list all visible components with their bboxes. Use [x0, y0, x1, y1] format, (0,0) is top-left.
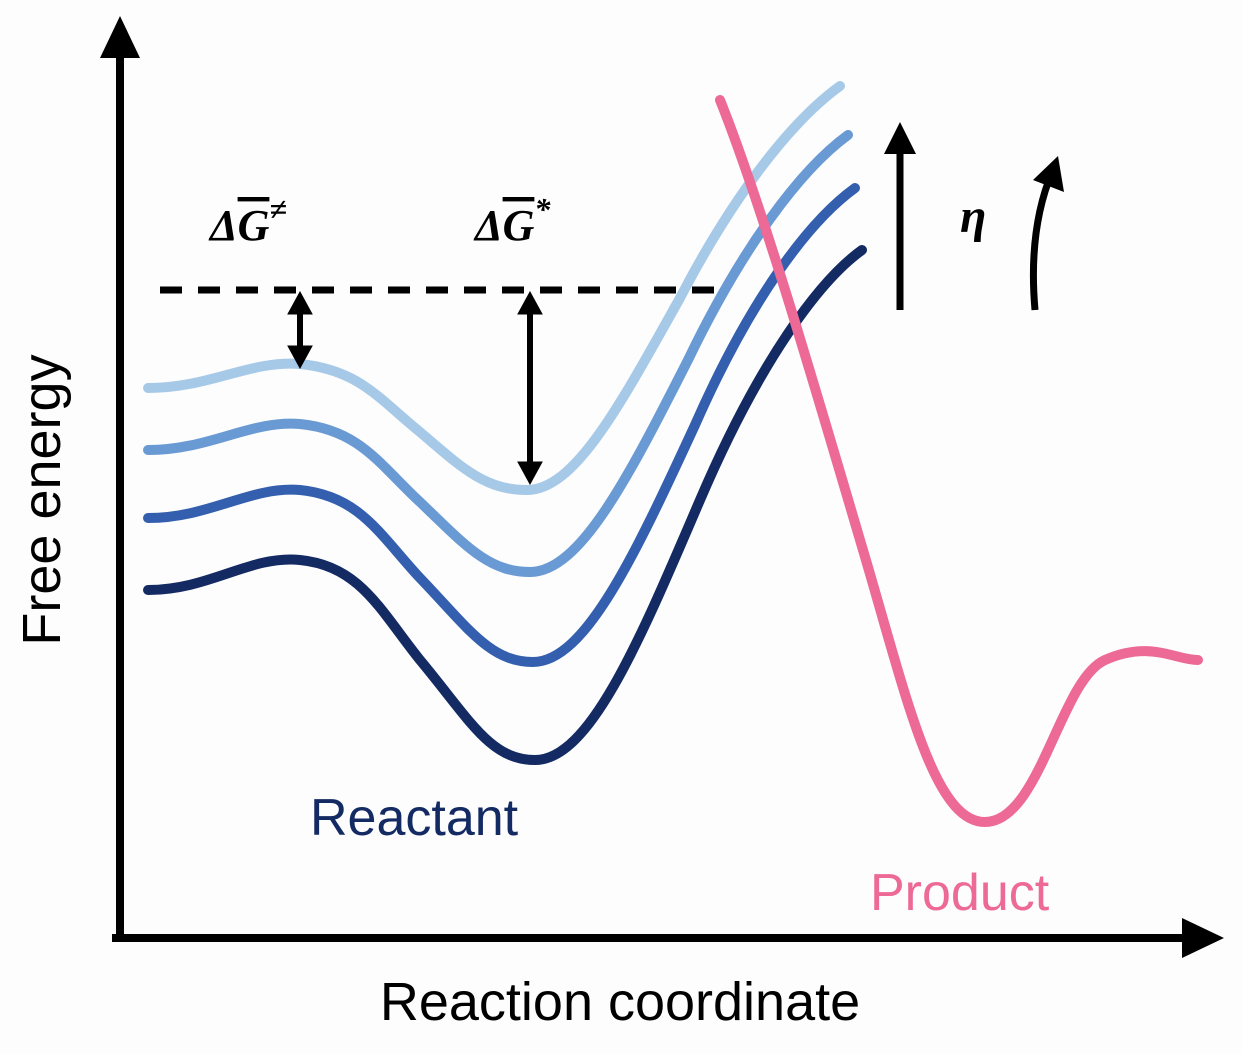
delta-g-star-label: ΔG* — [473, 191, 551, 250]
svg-text:ΔG≠: ΔG≠ — [208, 191, 287, 250]
y-axis-arrowhead-icon — [100, 16, 140, 58]
eta-curved-arrow-line — [1033, 172, 1052, 310]
x-axis-label: Reaction coordinate — [380, 972, 860, 1032]
double-arrow-right — [518, 292, 542, 484]
x-axis-arrowhead-icon — [1182, 918, 1224, 958]
dg-star-delta: Δ — [473, 201, 503, 250]
double-arrow-left — [288, 292, 312, 368]
product-curve — [720, 100, 1198, 822]
reactant-label: Reactant — [310, 789, 519, 847]
arrowhead-up-icon — [288, 292, 312, 314]
arrowhead-up-icon — [518, 292, 542, 314]
product-label: Product — [870, 864, 1050, 922]
arrowhead-down-icon — [518, 462, 542, 484]
dg-star-g: G — [503, 201, 535, 250]
eta-label: η — [960, 190, 986, 243]
delta-g-neq-label: ΔG≠ — [208, 191, 287, 250]
eta-straight-arrowhead-icon — [884, 122, 916, 154]
dg-neq-delta: Δ — [208, 201, 238, 250]
dg-star-sup: * — [534, 191, 551, 227]
reactant-curve-4 — [148, 250, 862, 760]
eta-group: η — [884, 122, 1064, 310]
energy-diagram: Reaction coordinate Free energy ΔG≠ ΔG* — [0, 0, 1242, 1054]
dg-neq-g: G — [238, 201, 270, 250]
y-axis-label: Free energy — [12, 354, 72, 645]
svg-text:ΔG*: ΔG* — [473, 191, 551, 250]
dg-neq-sup: ≠ — [269, 191, 287, 227]
